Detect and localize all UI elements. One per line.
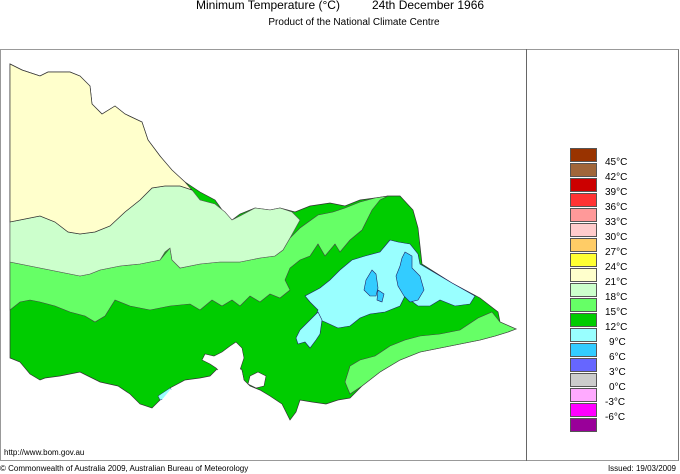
zone-9-12 — [304, 239, 476, 329]
website-url: http://www.bom.gov.au — [4, 448, 85, 457]
legend-label: 39°C — [605, 187, 628, 198]
legend-label: 21°C — [605, 277, 628, 288]
zone-6-9-small — [376, 289, 385, 303]
copyright-notice: © Commonwealth of Australia 2009, Austra… — [0, 464, 249, 473]
legend-swatch-36 — [570, 193, 597, 207]
legend-swatch-9 — [570, 328, 597, 342]
legend-label: 33°C — [605, 217, 628, 228]
zone-21-24 — [9, 63, 194, 235]
legend-label: 9°C — [609, 337, 626, 348]
legend-swatch-m6 — [570, 403, 597, 417]
legend-label: 27°C — [605, 247, 628, 258]
legend-swatch-45 — [570, 148, 597, 162]
zone-15-18-coast — [344, 311, 517, 395]
map-frame — [0, 49, 679, 461]
ocean — [10, 330, 525, 460]
legend-label: 18°C — [605, 292, 628, 303]
legend-swatch-15 — [570, 298, 597, 312]
legend-swatch-42 — [570, 163, 597, 177]
legend-swatch-12 — [570, 313, 597, 327]
legend-swatch-21 — [570, 268, 597, 282]
western-port — [247, 371, 267, 389]
legend-divider — [526, 49, 527, 461]
zone-9-12-small — [295, 311, 323, 349]
title-date: 24th December 1966 — [372, 0, 485, 12]
legend-label: 6°C — [609, 352, 626, 363]
map-title: Minimum Temperature (°C) 24th December 1… — [0, 0, 680, 16]
legend-swatch-m9 — [570, 418, 597, 432]
legend-label: 24°C — [605, 262, 628, 273]
subtitle: Product of the National Climate Centre — [268, 17, 440, 28]
legend-label: 45°C — [605, 157, 628, 168]
legend-swatch-0 — [570, 373, 597, 387]
legend-label: 15°C — [605, 307, 628, 318]
legend-swatch-6 — [570, 343, 597, 357]
legend-label: -3°C — [605, 397, 626, 408]
legend-swatch-18 — [570, 283, 597, 297]
legend-label: 0°C — [609, 382, 626, 393]
legend-label: 42°C — [605, 172, 628, 183]
zone-6-9-west — [363, 269, 379, 297]
legend-swatch-30 — [570, 223, 597, 237]
legend-label: -6°C — [605, 412, 626, 423]
issued-date: Issued: 19/03/2009 — [607, 464, 676, 473]
legend-swatch-39 — [570, 178, 597, 192]
legend-swatch-33 — [570, 208, 597, 222]
legend-swatch-24 — [570, 253, 597, 267]
legend-label: 3°C — [609, 367, 626, 378]
legend-swatch-m3 — [570, 388, 597, 402]
legend-label: 30°C — [605, 232, 628, 243]
legend-label: 12°C — [605, 322, 628, 333]
zone-6-9-east — [395, 251, 425, 303]
legend-swatch-27 — [570, 238, 597, 252]
title-text: Minimum Temperature (°C) — [196, 0, 340, 12]
temperature-map — [9, 63, 525, 460]
legend-swatch-3 — [570, 358, 597, 372]
legend-label: 36°C — [605, 202, 628, 213]
